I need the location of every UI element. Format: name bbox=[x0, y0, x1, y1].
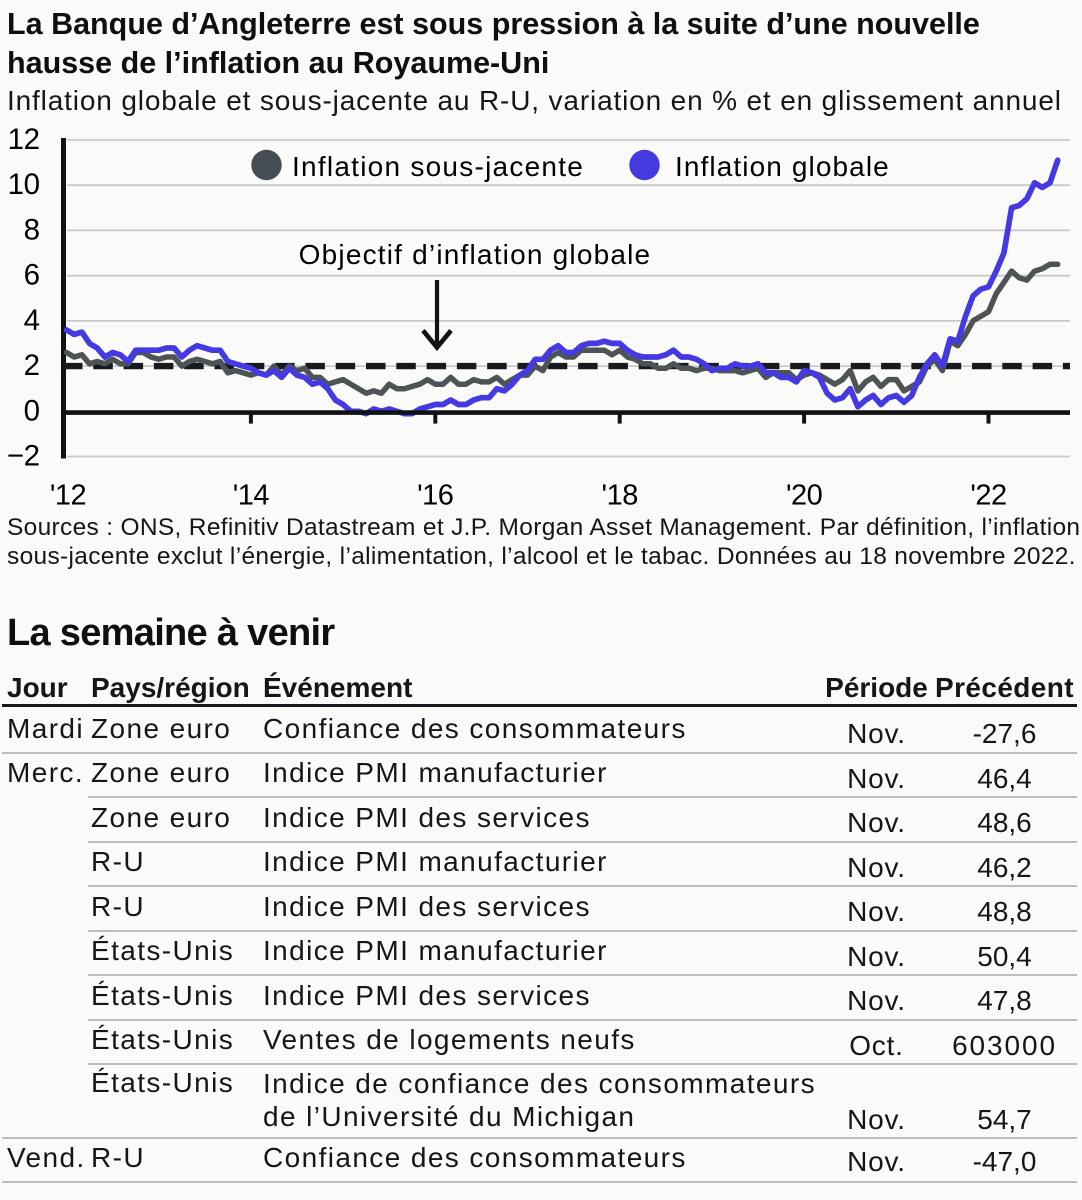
svg-text:'18: '18 bbox=[602, 480, 638, 508]
svg-text:4: 4 bbox=[24, 304, 40, 337]
svg-text:Objectif d’inflation globale: Objectif d’inflation globale bbox=[299, 239, 652, 270]
svg-text:'22: '22 bbox=[970, 480, 1006, 508]
svg-text:0: 0 bbox=[24, 394, 40, 427]
svg-text:2: 2 bbox=[24, 349, 40, 382]
svg-text:8: 8 bbox=[24, 213, 40, 246]
svg-text:12: 12 bbox=[8, 125, 40, 156]
svg-text:10: 10 bbox=[8, 168, 40, 201]
svg-text:'20: '20 bbox=[786, 480, 822, 508]
svg-text:Inflation globale: Inflation globale bbox=[675, 151, 890, 182]
svg-text:6: 6 bbox=[24, 259, 40, 292]
svg-text:'14: '14 bbox=[233, 480, 270, 508]
svg-text:Inflation sous-jacente: Inflation sous-jacente bbox=[292, 151, 584, 182]
svg-text:'12: '12 bbox=[50, 480, 86, 508]
svg-text:'16: '16 bbox=[417, 480, 453, 508]
svg-text:−2: −2 bbox=[7, 440, 40, 473]
